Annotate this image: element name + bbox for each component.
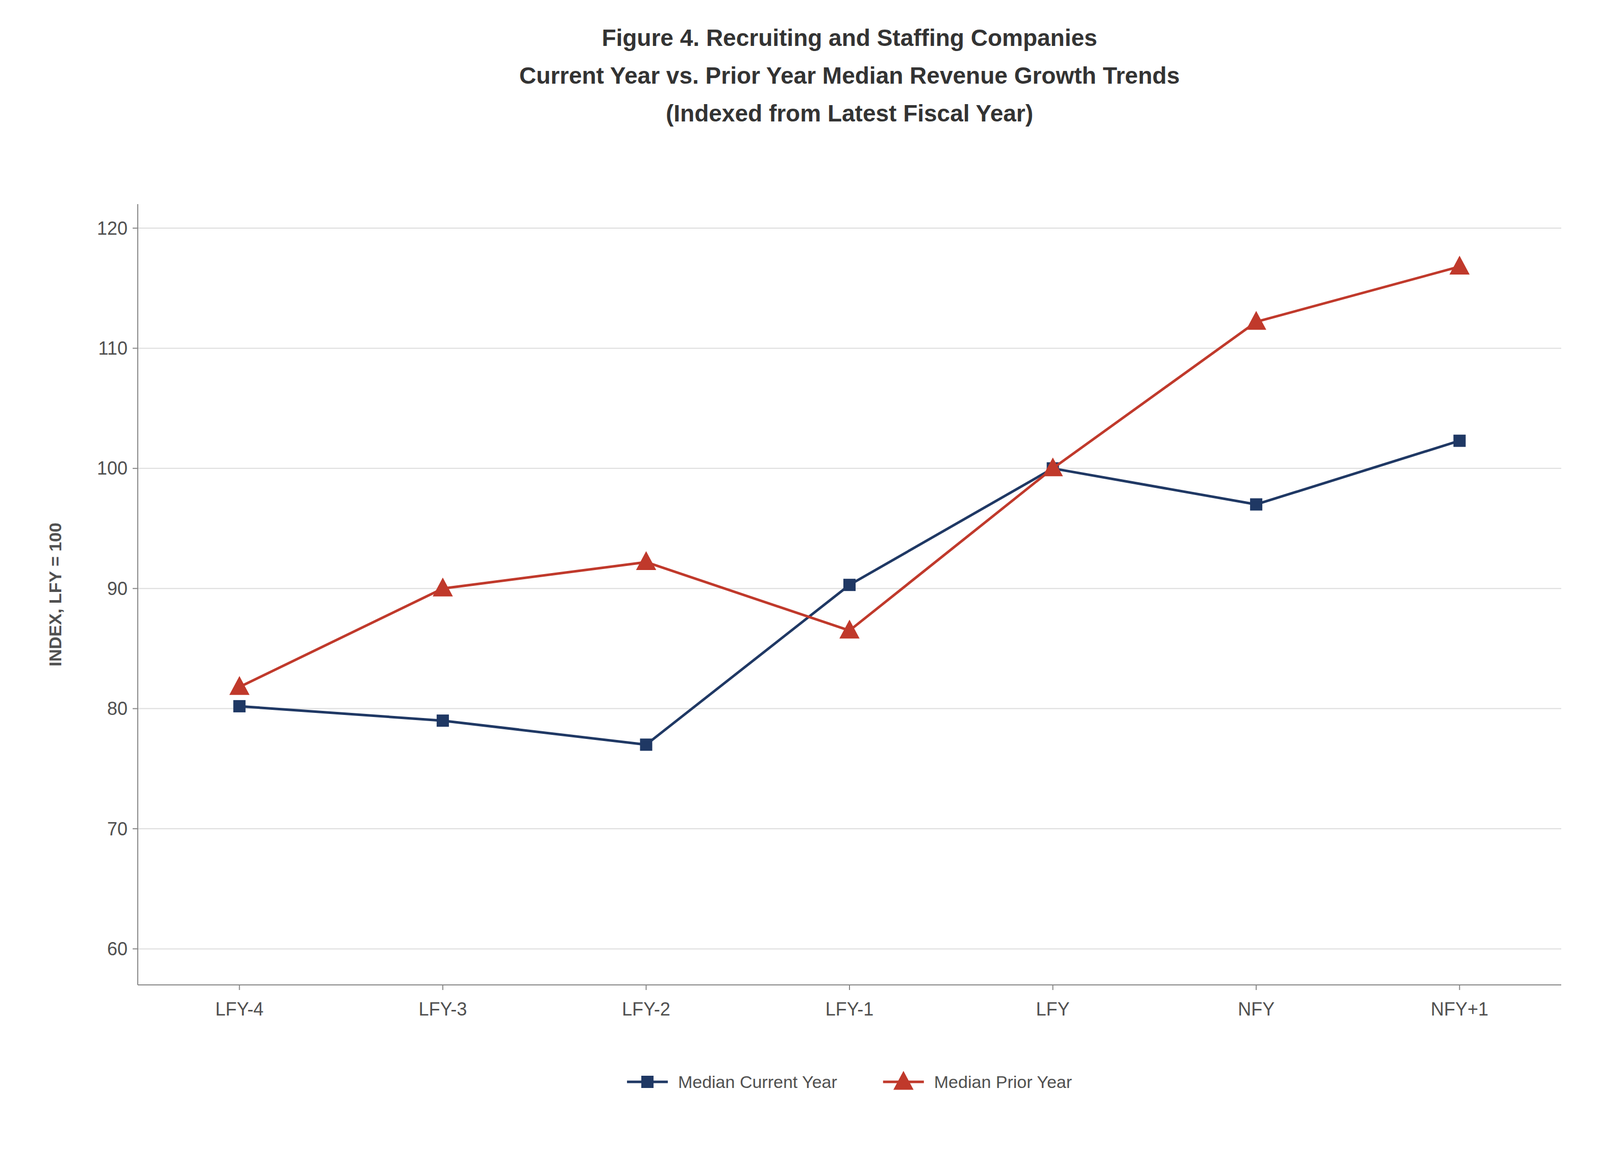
grid-line [137, 467, 1562, 469]
y-tick [132, 828, 138, 830]
y-tick-label: 90 [107, 578, 128, 599]
y-axis-label: INDEX, LFY = 100 [45, 522, 65, 667]
data-point [436, 714, 449, 727]
chart: Figure 4. Recruiting and Staffing Compan… [0, 0, 1600, 1163]
x-tick-label: LFY-3 [418, 998, 467, 1020]
grid-line [137, 947, 1562, 949]
y-tick [132, 947, 138, 949]
grid [137, 228, 1562, 949]
data-point [432, 577, 454, 597]
x-tick-label: LFY-4 [215, 998, 264, 1020]
legend-marker [893, 1070, 914, 1090]
x-tick [1052, 984, 1054, 990]
grid-line [137, 708, 1562, 710]
y-tick [132, 227, 138, 229]
y-tick [132, 708, 138, 710]
data-point [839, 619, 860, 639]
grid-line [137, 227, 1562, 229]
x-tick [1255, 984, 1257, 990]
x-tick [442, 984, 444, 990]
y-tick-label: 120 [96, 217, 128, 239]
legend-marker [641, 1075, 654, 1088]
data-point [1449, 255, 1470, 275]
x-tick-label: NFY+1 [1430, 998, 1489, 1020]
y-tick [132, 587, 138, 589]
legend-label: Median Prior Year [934, 1071, 1072, 1092]
x-tick [238, 984, 240, 990]
data-point [1250, 497, 1263, 511]
y-tick-label: 80 [107, 697, 128, 719]
title: Figure 4. Recruiting and Staffing Compan… [601, 24, 1097, 52]
x-tick [848, 984, 850, 990]
x-tick-label: LFY-2 [621, 998, 671, 1020]
x-tick-label: LFY-1 [825, 998, 874, 1020]
legend-item: Median Current Year [627, 1071, 838, 1092]
grid-line [137, 347, 1562, 349]
series-line [239, 266, 1460, 687]
legend: Median Current Year Median Prior Year [627, 1070, 1072, 1092]
data-point [233, 700, 246, 713]
y-tick [132, 347, 138, 349]
y-axis-line [137, 204, 139, 985]
data-point [1042, 457, 1064, 477]
x-tick-label: NFY [1237, 998, 1275, 1020]
y-tick-label: 70 [107, 818, 128, 840]
data-point [1245, 310, 1267, 330]
data-point [229, 676, 250, 695]
title: (Indexed from Latest Fiscal Year) [665, 100, 1034, 127]
plot-area [229, 255, 1470, 751]
data-point [1453, 434, 1466, 447]
data-point [639, 738, 653, 751]
title: Current Year vs. Prior Year Median Reven… [519, 62, 1180, 89]
y-tick [132, 467, 138, 469]
y-tick-label: 100 [96, 457, 128, 479]
x-tick-label: LFY [1036, 998, 1070, 1020]
data-point [843, 578, 856, 591]
data-point [636, 551, 657, 570]
grid-line [137, 828, 1562, 830]
y-tick-label: 110 [98, 337, 128, 359]
x-tick [1459, 984, 1461, 990]
legend-label: Median Current Year [678, 1071, 838, 1092]
background [0, 0, 1600, 1163]
y-tick-label: 60 [107, 938, 128, 960]
legend-item: Median Prior Year [883, 1070, 1072, 1092]
series-line [239, 440, 1460, 745]
x-tick [645, 984, 647, 990]
